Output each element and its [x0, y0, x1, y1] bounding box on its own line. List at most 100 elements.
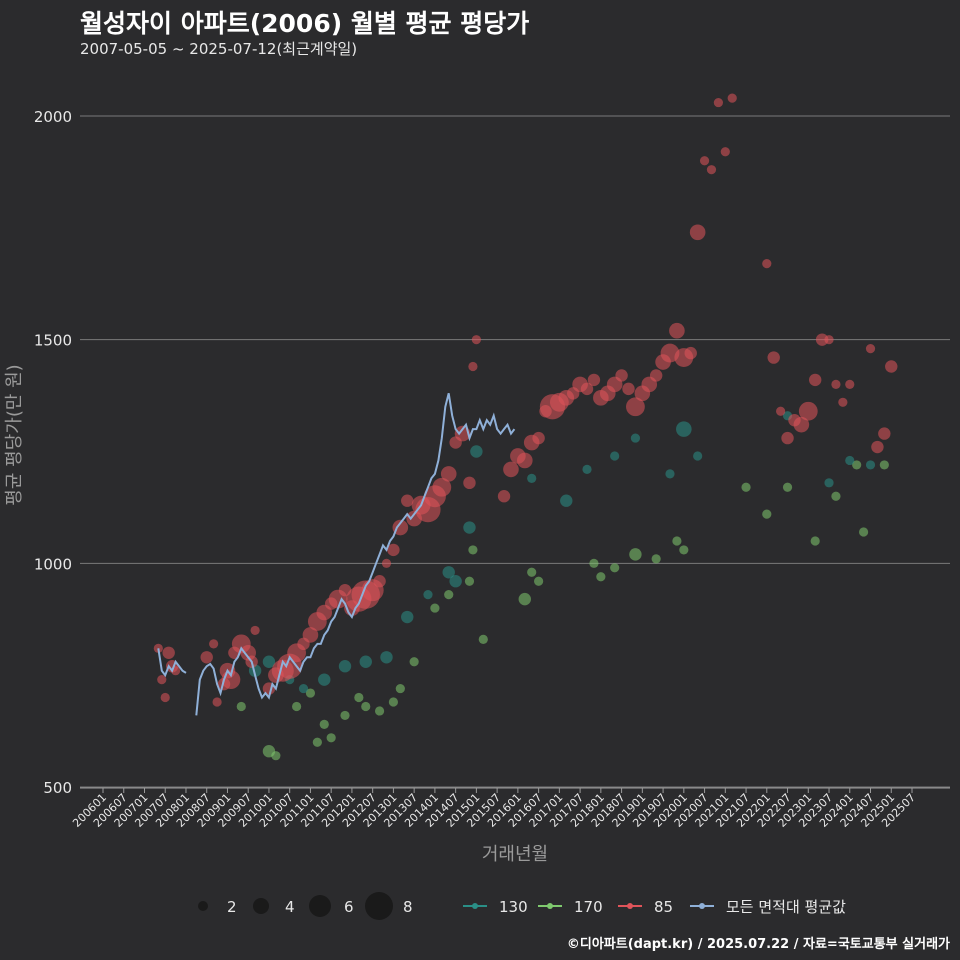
legend-size-dot	[365, 892, 393, 920]
point-85	[727, 93, 737, 103]
point-170	[858, 527, 869, 537]
point-130	[423, 590, 433, 600]
legend-size-label: 2	[227, 898, 237, 916]
point-170	[374, 706, 385, 716]
point-130	[338, 660, 352, 673]
point-130	[865, 460, 876, 470]
legend-label: 130	[499, 898, 528, 916]
legend-label: 170	[574, 898, 603, 916]
average-line-segment	[157, 648, 187, 678]
point-170	[312, 737, 322, 747]
point-170	[589, 558, 599, 568]
point-85	[157, 675, 167, 685]
point-85	[885, 360, 898, 373]
point-170	[326, 733, 336, 743]
point-170	[354, 692, 364, 703]
point-130	[610, 451, 620, 461]
point-130	[824, 478, 834, 488]
page-title: 월성자이 아파트(2006) 월별 평균 평당가	[80, 9, 530, 38]
point-130	[630, 433, 641, 443]
point-85	[871, 440, 884, 454]
point-170	[762, 509, 772, 519]
average-line-segment	[195, 393, 516, 716]
point-85	[798, 401, 818, 421]
legend-size-label: 4	[285, 898, 295, 916]
point-130	[560, 494, 573, 507]
point-170	[271, 751, 281, 761]
point-85	[626, 397, 645, 417]
point-170	[534, 576, 544, 586]
point-85	[432, 477, 452, 497]
point-85	[580, 382, 594, 396]
point-85	[387, 543, 400, 557]
point-85	[200, 651, 213, 664]
point-85	[212, 697, 222, 707]
y-tick-label: 2000	[34, 108, 72, 126]
point-170	[395, 683, 405, 694]
credit-text: ©디아파트(dapt.kr) / 2025.07.22 / 자료=국토교통부 실…	[566, 937, 950, 952]
point-170	[409, 657, 419, 667]
point-85	[468, 361, 478, 372]
point-170	[518, 592, 531, 606]
point-170	[651, 554, 661, 564]
point-85	[503, 461, 519, 478]
point-85	[706, 165, 717, 175]
point-85	[622, 382, 635, 396]
point-130	[380, 651, 393, 664]
point-85	[865, 344, 876, 354]
gridlines	[80, 115, 950, 789]
point-85	[471, 335, 481, 345]
legend-size-dot	[253, 898, 269, 914]
legend-swatch-dot	[547, 903, 553, 909]
point-85	[689, 224, 706, 241]
chart-marks	[153, 93, 898, 761]
point-170	[831, 491, 841, 501]
point-170	[444, 590, 454, 600]
point-85	[381, 558, 392, 568]
point-85	[762, 259, 772, 269]
point-170	[672, 536, 682, 546]
legend-label: 모든 면적대 평균값	[726, 898, 846, 916]
y-tick-label: 500	[43, 779, 72, 797]
legend-size-dot	[198, 901, 208, 911]
point-85	[776, 406, 786, 416]
point-130	[463, 521, 476, 534]
point-85	[587, 373, 601, 387]
point-85	[160, 692, 170, 703]
y-axis-ticks: 500 1000 1500 2000	[34, 108, 72, 797]
legend-swatch-dot	[699, 903, 705, 909]
point-85	[781, 431, 794, 445]
point-170	[879, 460, 889, 470]
point-85	[250, 625, 260, 636]
point-130	[298, 683, 309, 694]
legend-swatch-dot	[472, 903, 478, 909]
point-170	[596, 572, 606, 582]
point-170	[340, 710, 350, 721]
point-130	[693, 451, 703, 461]
point-170	[305, 688, 316, 698]
point-85	[793, 416, 810, 433]
point-130	[359, 655, 372, 668]
point-85	[401, 494, 414, 507]
legend-size-label: 8	[403, 898, 413, 916]
point-130	[582, 464, 592, 474]
point-170	[478, 634, 488, 644]
point-85	[831, 379, 841, 389]
legend-size-dot	[309, 895, 331, 917]
x-axis-label: 거래년월	[482, 844, 548, 865]
point-170	[430, 603, 440, 613]
x-axis-ticks: 2006012006072007012007072008012008072009…	[70, 788, 918, 830]
point-85	[815, 333, 829, 346]
point-85	[532, 431, 545, 445]
point-85	[209, 639, 219, 649]
point-85	[845, 379, 855, 389]
point-130	[676, 421, 692, 437]
point-170	[236, 701, 246, 712]
point-170	[610, 563, 620, 573]
average-line	[157, 393, 516, 716]
point-85	[824, 335, 834, 345]
point-130	[665, 469, 675, 479]
point-170	[527, 567, 537, 577]
point-85	[463, 476, 476, 490]
